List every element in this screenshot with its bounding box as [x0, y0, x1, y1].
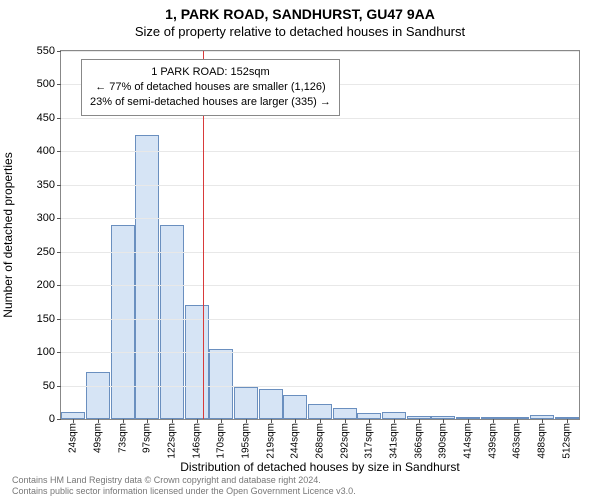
histogram-bar	[185, 305, 209, 419]
ytick-mark	[57, 185, 61, 186]
y-axis-label: Number of detached properties	[1, 152, 15, 317]
xtick-label: 463sqm	[512, 419, 523, 459]
ytick-mark	[57, 386, 61, 387]
xtick-label: 366sqm	[413, 419, 424, 459]
annotation-box: 1 PARK ROAD: 152sqm ← 77% of detached ho…	[81, 59, 340, 116]
gridline	[61, 185, 579, 186]
annotation-line-1: 1 PARK ROAD: 152sqm	[90, 65, 331, 80]
histogram-bar	[333, 408, 357, 419]
gridline	[61, 151, 579, 152]
ytick-mark	[57, 419, 61, 420]
ytick-mark	[57, 285, 61, 286]
chart-container: 1, PARK ROAD, SANDHURST, GU47 9AA Size o…	[0, 0, 600, 500]
footer-line-2: Contains public sector information licen…	[12, 486, 356, 497]
xtick-label: 195sqm	[241, 419, 252, 459]
ytick-mark	[57, 118, 61, 119]
footer-text: Contains HM Land Registry data © Crown c…	[12, 475, 356, 497]
gridline	[61, 118, 579, 119]
histogram-bar	[86, 372, 110, 419]
xtick-label: 439sqm	[487, 419, 498, 459]
xtick-label: 146sqm	[191, 419, 202, 459]
xtick-label: 97sqm	[142, 419, 153, 453]
ytick-mark	[57, 218, 61, 219]
gridline	[61, 352, 579, 353]
gridline	[61, 218, 579, 219]
histogram-bar	[259, 389, 283, 419]
histogram-bar	[135, 135, 159, 419]
page-subtitle: Size of property relative to detached ho…	[0, 22, 600, 39]
footer-line-1: Contains HM Land Registry data © Crown c…	[12, 475, 356, 486]
x-axis-label: Distribution of detached houses by size …	[60, 460, 580, 474]
xtick-label: 341sqm	[389, 419, 400, 459]
xtick-label: 292sqm	[339, 419, 350, 459]
xtick-label: 122sqm	[167, 419, 178, 459]
gridline	[61, 285, 579, 286]
annotation-line-2: ← 77% of detached houses are smaller (1,…	[90, 80, 331, 95]
xtick-label: 49sqm	[93, 419, 104, 453]
histogram-bar	[283, 395, 307, 419]
ytick-mark	[57, 252, 61, 253]
xtick-label: 268sqm	[315, 419, 326, 459]
histogram-bar	[234, 387, 258, 419]
ytick-mark	[57, 51, 61, 52]
xtick-label: 414sqm	[463, 419, 474, 459]
xtick-label: 244sqm	[290, 419, 301, 459]
xtick-label: 512sqm	[561, 419, 572, 459]
plot-area: 050100150200250300350400450500550 24sqm4…	[60, 50, 580, 420]
gridline	[61, 319, 579, 320]
xtick-label: 24sqm	[68, 419, 79, 453]
gridline	[61, 386, 579, 387]
ytick-mark	[57, 151, 61, 152]
histogram-bar	[111, 225, 135, 419]
ytick-mark	[57, 319, 61, 320]
xtick-label: 317sqm	[364, 419, 375, 459]
xtick-label: 219sqm	[265, 419, 276, 459]
gridline	[61, 252, 579, 253]
histogram-bar	[160, 225, 184, 419]
xtick-label: 488sqm	[537, 419, 548, 459]
gridline	[61, 51, 579, 52]
histogram-bar	[61, 412, 85, 419]
histogram-bar	[209, 349, 233, 419]
histogram-bar	[382, 412, 406, 419]
xtick-label: 73sqm	[117, 419, 128, 453]
xtick-label: 170sqm	[216, 419, 227, 459]
ytick-mark	[57, 352, 61, 353]
ytick-mark	[57, 84, 61, 85]
annotation-line-3: 23% of semi-detached houses are larger (…	[90, 95, 331, 110]
histogram-bar	[308, 404, 332, 419]
xtick-label: 390sqm	[438, 419, 449, 459]
page-title: 1, PARK ROAD, SANDHURST, GU47 9AA	[0, 0, 600, 22]
